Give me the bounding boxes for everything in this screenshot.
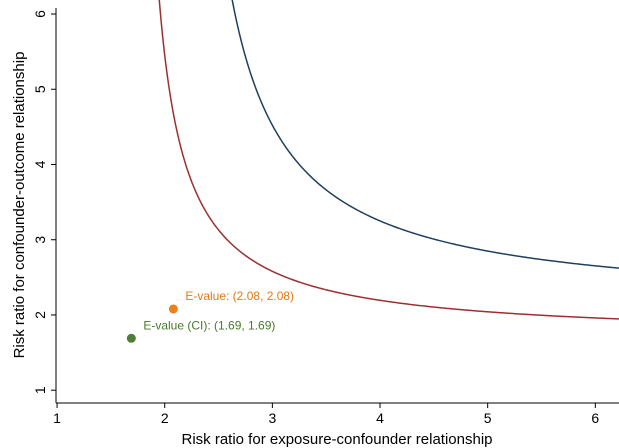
y-tick-label: 1 <box>32 386 48 394</box>
evalue-curve <box>231 0 619 269</box>
evalue-ci-point <box>126 333 136 343</box>
y-tick-label: 2 <box>32 311 48 319</box>
evalue-ci-label: E-value (CI): (1.69, 1.69) <box>143 318 275 332</box>
x-tick-label: 6 <box>591 410 599 426</box>
y-tick-label: 3 <box>32 236 48 244</box>
x-tick-label: 3 <box>268 410 276 426</box>
x-tick-label: 4 <box>376 410 384 426</box>
ticks: 1 2 3 4 5 6 1 2 3 4 5 6 <box>32 10 599 426</box>
x-axis-title: Risk ratio for exposure-confounder relat… <box>182 431 493 448</box>
evalue-point <box>168 304 178 314</box>
y-tick-label: 6 <box>32 10 48 18</box>
x-tick-label: 5 <box>484 410 492 426</box>
y-tick-label: 5 <box>32 85 48 93</box>
points: E-value: (2.08, 2.08) E-value (CI): (1.69… <box>126 289 294 343</box>
evalue-label: E-value: (2.08, 2.08) <box>185 289 294 303</box>
x-tick-label: 2 <box>161 410 169 426</box>
y-tick-label: 4 <box>32 160 48 168</box>
axes <box>55 8 619 404</box>
y-axis-title: Risk ratio for confounder-outcome relati… <box>11 52 28 359</box>
curves <box>158 0 619 320</box>
x-tick-label: 1 <box>53 410 61 426</box>
evalue-ci-curve <box>158 0 619 320</box>
